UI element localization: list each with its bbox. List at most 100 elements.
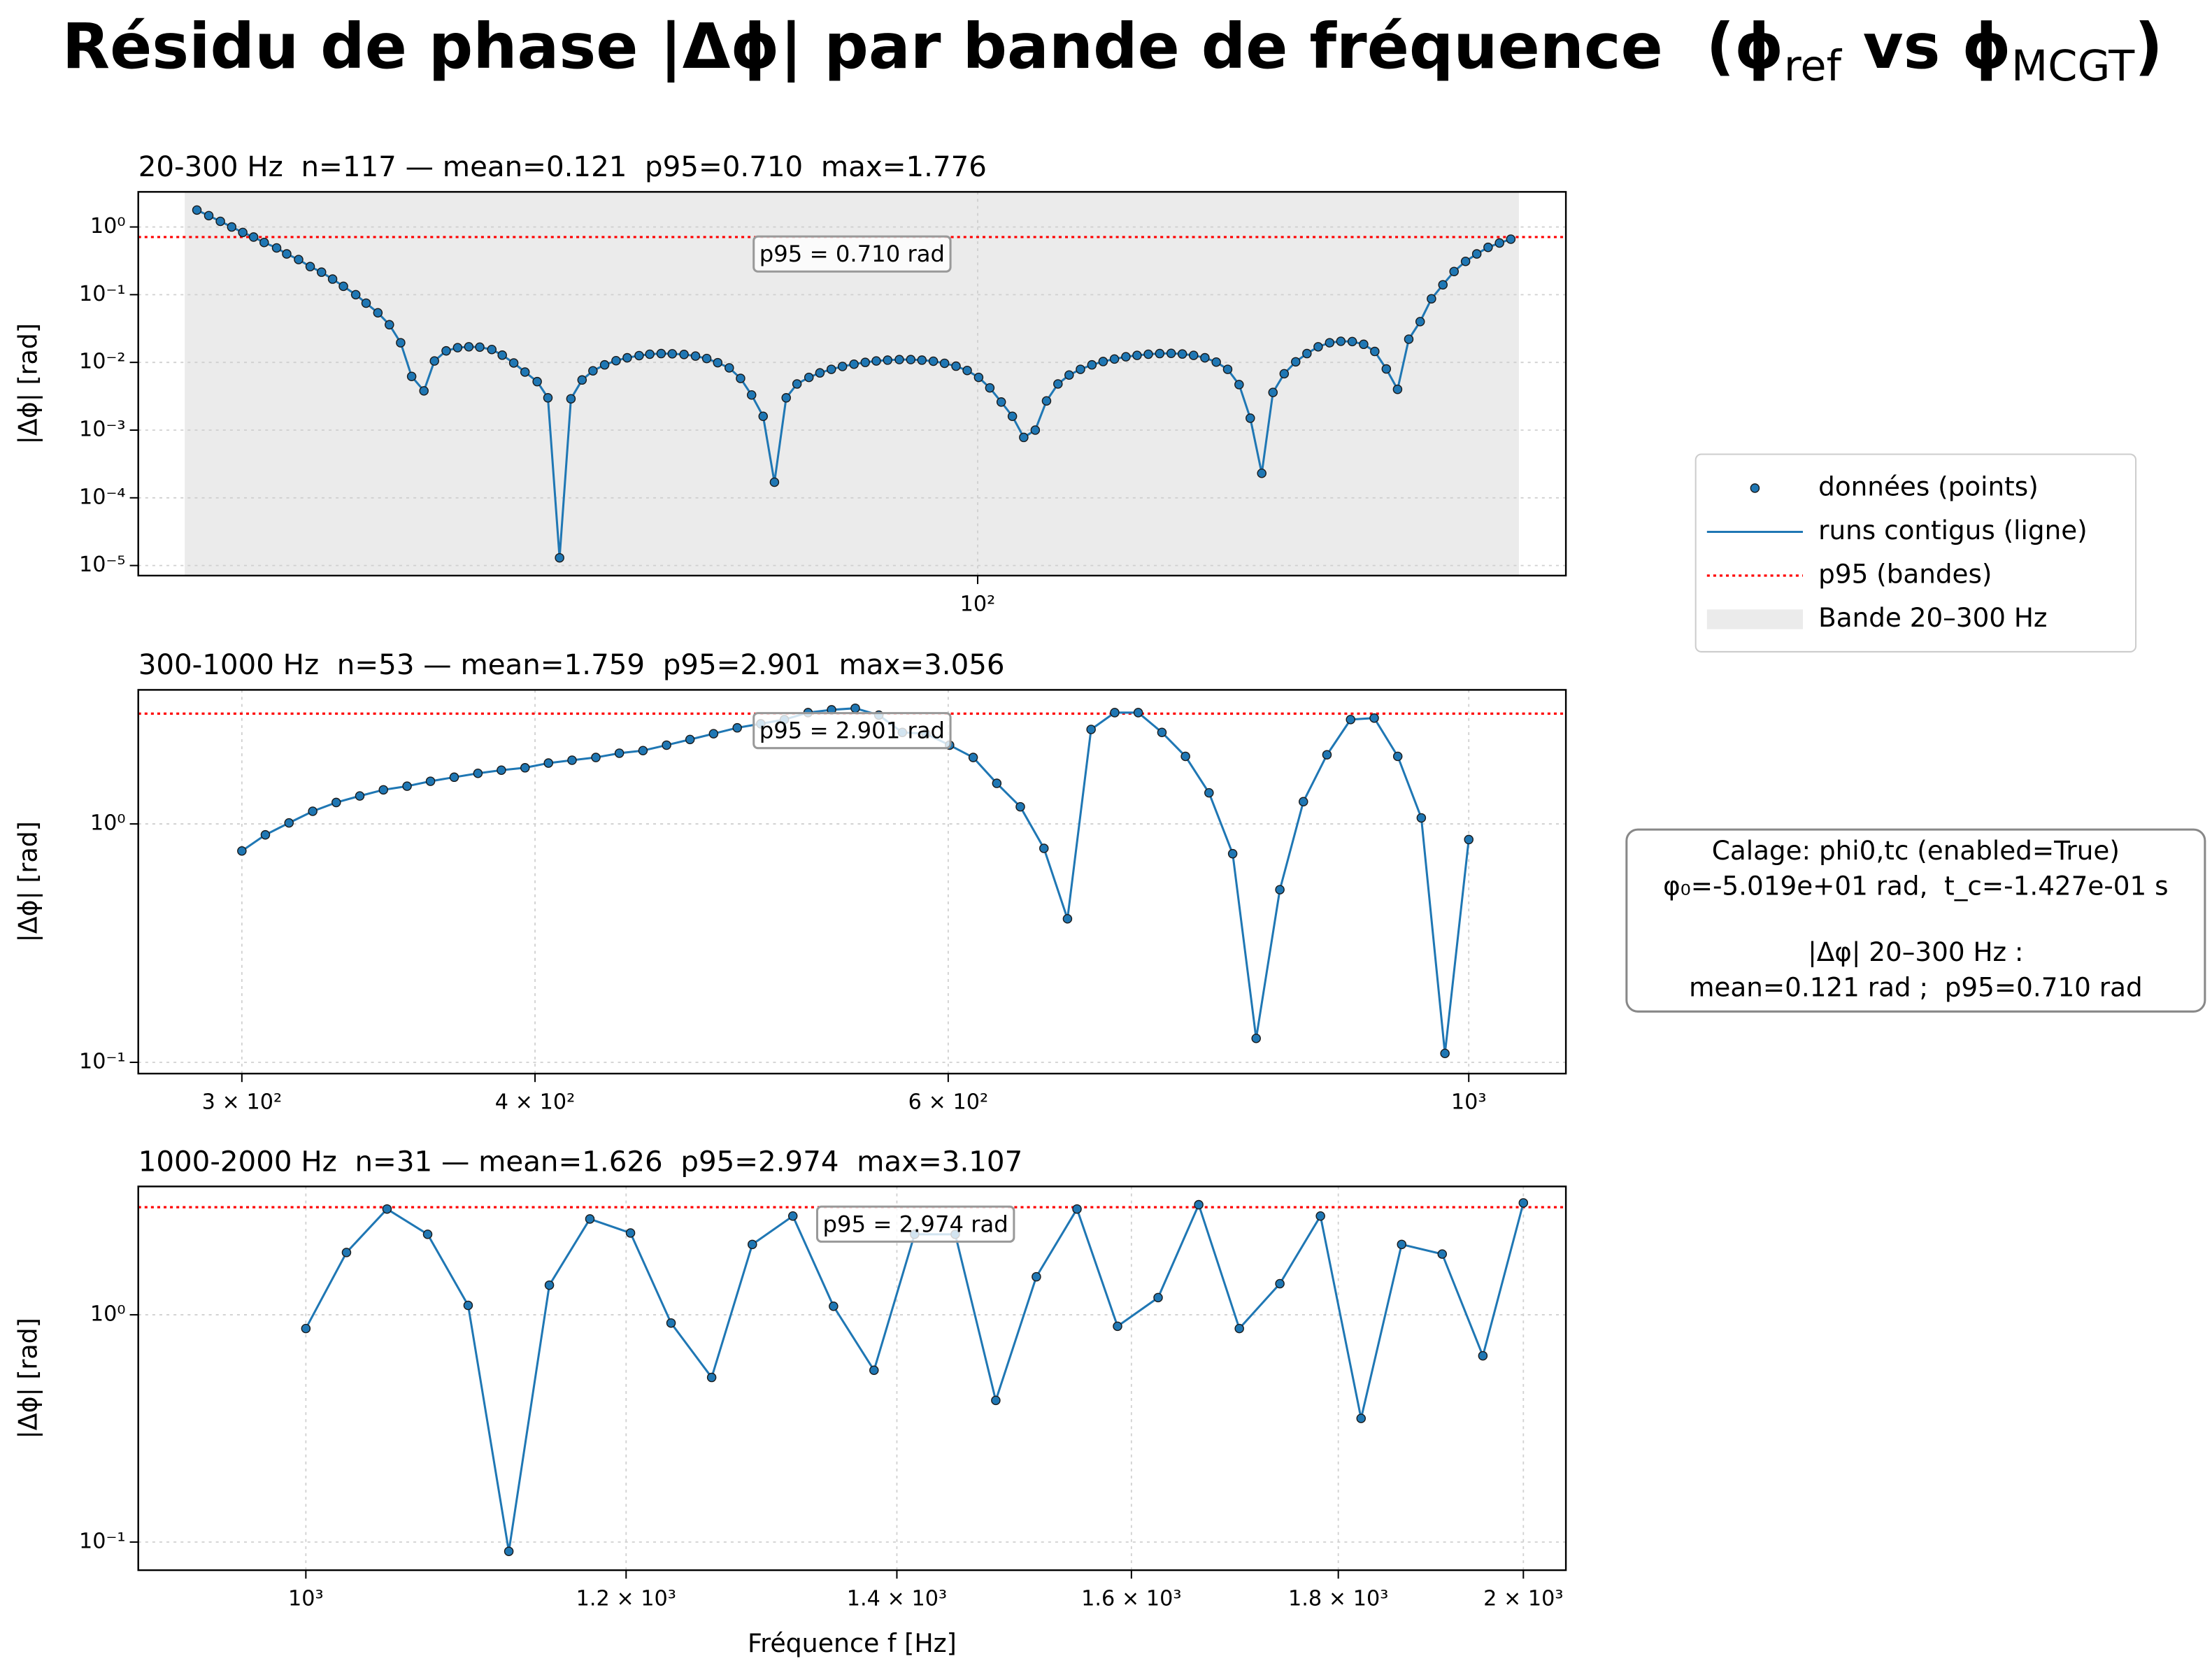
data-point (1041, 396, 1052, 406)
legend-label: runs contigus (ligne) (1818, 515, 2088, 546)
data-point (860, 357, 871, 367)
data-point (1072, 1204, 1082, 1214)
legend-label: p95 (bandes) (1818, 559, 1992, 590)
data-point (634, 350, 644, 361)
data-point (708, 729, 719, 739)
annotation-box (752, 235, 952, 273)
data-point (826, 364, 836, 374)
data-point (679, 350, 689, 359)
data-point (792, 379, 802, 389)
data-point (1397, 1239, 1407, 1250)
x-tick-label: 3 × 10² (202, 1090, 282, 1115)
data-point (543, 393, 553, 403)
data-point (463, 1300, 473, 1311)
data-point (1234, 1323, 1244, 1334)
data-point (543, 758, 553, 768)
data-point (260, 829, 271, 840)
data-point (532, 376, 542, 387)
data-point (473, 768, 483, 778)
data-point (1325, 338, 1335, 348)
y-axis-label: |Δϕ| [rad] (13, 1318, 43, 1439)
data-point (1180, 751, 1190, 762)
axes-frame (137, 191, 1567, 577)
data-point (192, 205, 202, 215)
y-axis-label: |Δϕ| [rad] (13, 821, 43, 942)
data-point (638, 746, 648, 756)
data-point (248, 232, 259, 242)
data-point (1007, 411, 1018, 421)
data-point (1188, 350, 1199, 360)
info-box (1625, 828, 2206, 1013)
y-tick-label: 10⁰ (90, 214, 126, 238)
data-point (804, 372, 814, 383)
data-point (1227, 848, 1238, 859)
data-point (706, 1372, 717, 1383)
data-point (666, 1318, 676, 1328)
data-point (1478, 1350, 1488, 1361)
data-point (487, 344, 497, 355)
annotation-box (815, 1205, 1015, 1243)
data-point (1166, 348, 1176, 358)
data-point (1347, 336, 1357, 347)
data-point (585, 1214, 595, 1224)
data-point (422, 1229, 433, 1239)
axes-frame (137, 1185, 1567, 1571)
data-point (906, 355, 916, 364)
data-point (787, 1211, 798, 1221)
data-point (1392, 751, 1403, 762)
data-point (1460, 257, 1471, 266)
data-point (464, 342, 474, 352)
data-point (928, 356, 939, 366)
data-point (429, 356, 439, 366)
data-point (625, 1228, 636, 1238)
data-point (204, 211, 214, 221)
panel-title: 1000-2000 Hz n=31 — mean=1.626 p95=2.974… (138, 1145, 1023, 1178)
info-line: mean=0.121 rad ; p95=0.710 rad (1689, 972, 2143, 1003)
data-point (850, 703, 860, 713)
data-point (991, 1395, 1001, 1406)
data-point (1039, 843, 1049, 853)
data-point (341, 1248, 352, 1257)
data-point (667, 349, 678, 359)
data-point (1132, 350, 1142, 360)
panel: 10⁻⁵ 10⁻⁴ 10⁻³ 10⁻² 10⁻¹ 10⁰ 10² 20-300 Hz n=11… (13, 150, 1567, 616)
data-point (837, 362, 848, 371)
data-point (662, 740, 671, 750)
legend-marker (1750, 483, 1760, 493)
panel-title: 20-300 Hz n=117 — mean=0.121 p95=0.710 m… (138, 150, 987, 183)
data-point (294, 255, 304, 264)
data-point (308, 806, 317, 816)
legend-patch (1706, 609, 1803, 629)
data-point (449, 772, 459, 783)
data-point (883, 355, 893, 365)
y-axis-label: |Δϕ| [rad] (13, 323, 43, 444)
data-point (1113, 1321, 1122, 1332)
data-point (284, 818, 294, 828)
data-point (259, 237, 269, 248)
x-tick-label: 1.4 × 10³ (847, 1587, 947, 1611)
data-point (566, 394, 576, 404)
data-point (758, 411, 769, 421)
y-tick-label: 10⁻³ (79, 417, 126, 441)
annotation-text: p95 = 2.901 rad (759, 718, 945, 744)
data-point (1109, 354, 1120, 364)
x-tick-label: 10² (960, 592, 996, 616)
data-point (713, 357, 723, 368)
data-point (1234, 380, 1244, 390)
data-point (475, 342, 485, 352)
data-point (331, 797, 341, 808)
data-point (396, 338, 406, 348)
data-point (1257, 469, 1266, 478)
data-point (282, 249, 292, 259)
data-point (1200, 352, 1210, 363)
data-point (1019, 432, 1029, 443)
data-point (1427, 294, 1436, 304)
data-point (849, 359, 859, 369)
data-point (736, 373, 745, 383)
data-point (917, 355, 927, 365)
y-tick-label: 10⁻⁵ (79, 553, 126, 577)
data-point (1053, 379, 1063, 389)
data-point (1143, 349, 1153, 359)
data-point (1194, 1199, 1204, 1210)
